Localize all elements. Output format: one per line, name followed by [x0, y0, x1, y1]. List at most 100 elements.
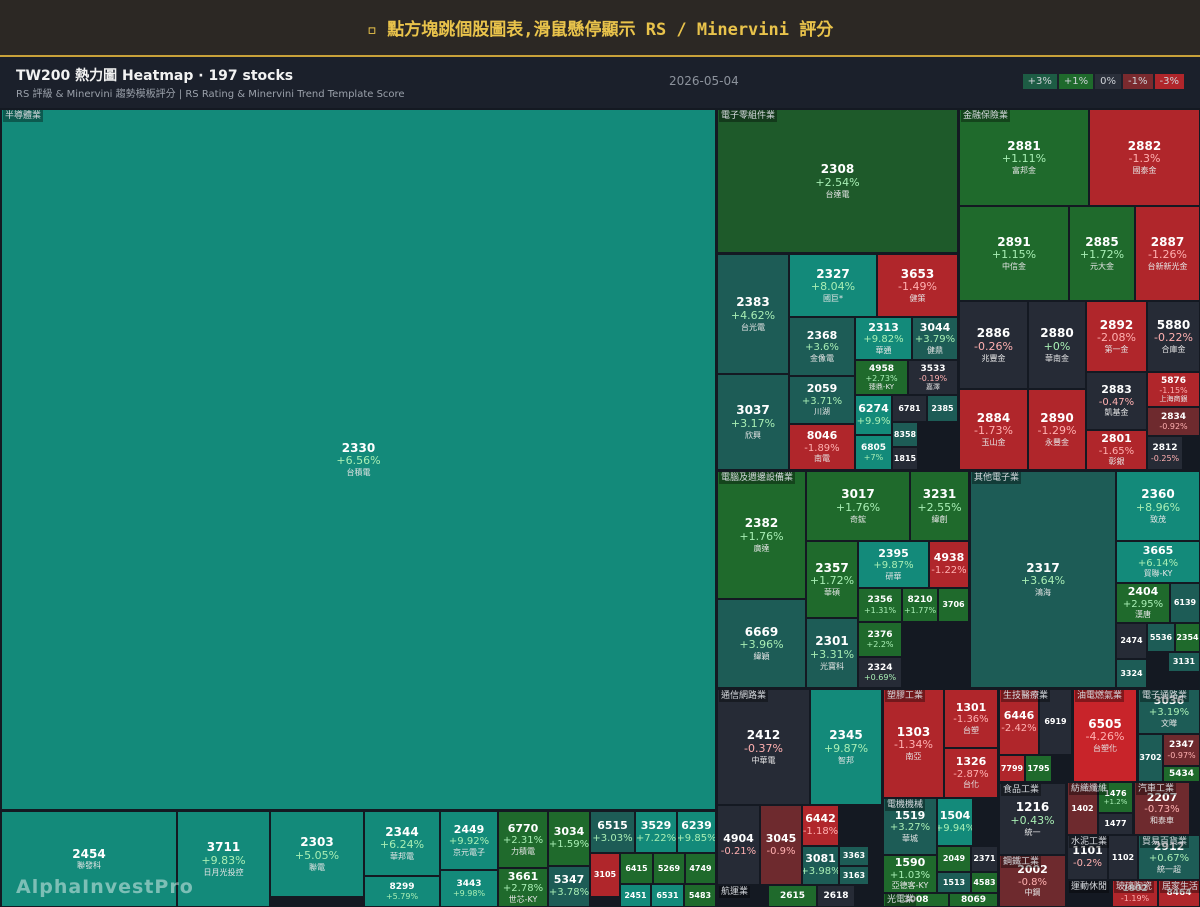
- stock-tile[interactable]: 3443 +9.98%: [440, 870, 498, 907]
- stock-tile[interactable]: 1477: [1098, 813, 1133, 835]
- stock-tile[interactable]: 2451: [620, 884, 651, 907]
- stock-tile[interactable]: 2049: [937, 846, 971, 872]
- stock-tile[interactable]: 2618: [817, 885, 855, 907]
- stock-tile[interactable]: 6505 -4.26% 台塑化: [1073, 689, 1137, 782]
- stock-tile[interactable]: 1476 +1.2%: [1098, 782, 1133, 813]
- stock-tile[interactable]: 8299 +5.79%: [364, 876, 440, 907]
- stock-tile[interactable]: 2301 +3.31% 光寶科: [806, 618, 858, 688]
- stock-tile[interactable]: 6781: [892, 395, 927, 422]
- stock-tile[interactable]: 1216 +0.43% 統一: [999, 783, 1066, 855]
- stock-tile[interactable]: 2385: [927, 395, 958, 422]
- stock-tile[interactable]: 2891 +1.15% 中信金: [959, 206, 1069, 301]
- stock-tile[interactable]: 6415: [620, 853, 653, 884]
- stock-tile[interactable]: 2059 +3.71% 川湖: [789, 376, 855, 424]
- stock-tile[interactable]: 1802 -1.19%: [1112, 880, 1158, 907]
- stock-tile[interactable]: 2354: [1175, 623, 1200, 652]
- stock-tile[interactable]: 4958 +2.73% 臻鼎-KY: [855, 360, 908, 395]
- stock-tile[interactable]: 6805 +7%: [855, 435, 892, 470]
- stock-tile[interactable]: 1402: [1067, 782, 1098, 835]
- stock-tile[interactable]: 5876 -1.15% 上海商銀: [1147, 372, 1200, 407]
- stock-tile[interactable]: 8210 +1.77%: [902, 588, 938, 622]
- stock-tile[interactable]: 2912 +0.67% 統一超: [1138, 835, 1200, 880]
- stock-tile[interactable]: 5347 +3.78%: [548, 866, 590, 907]
- stock-tile[interactable]: 3037 +3.17% 欣興: [717, 374, 789, 470]
- stock-tile[interactable]: 3665 +6.14% 貿聯-KY: [1116, 541, 1200, 583]
- stock-tile[interactable]: 4583: [971, 872, 998, 893]
- stock-tile[interactable]: 2376 +2.2%: [858, 622, 902, 657]
- stock-tile[interactable]: 5536: [1147, 623, 1175, 652]
- stock-tile[interactable]: 1513: [937, 872, 971, 893]
- stock-tile[interactable]: 3324: [1116, 659, 1147, 688]
- stock-tile[interactable]: 5434: [1163, 766, 1200, 782]
- stock-tile[interactable]: 2357 +1.72% 華碩: [806, 541, 858, 618]
- stock-tile[interactable]: 1303 -1.34% 南亞: [883, 689, 944, 798]
- stock-tile[interactable]: 2371: [971, 846, 998, 872]
- stock-tile[interactable]: 3017 +1.76% 奇鋐: [806, 471, 910, 541]
- stock-tile[interactable]: 6919: [1039, 689, 1072, 755]
- stock-tile[interactable]: 2404 +2.95% 漢唐: [1116, 583, 1170, 623]
- stock-tile[interactable]: 1301 -1.36% 台塑: [944, 689, 998, 748]
- stock-tile[interactable]: 3533 -0.19% 嘉澤: [908, 360, 958, 395]
- stock-tile[interactable]: 3036 +3.19% 文曄: [1138, 689, 1200, 734]
- stock-tile[interactable]: 2330 +6.56% 台積電: [1, 109, 716, 810]
- stock-tile[interactable]: 2474: [1116, 623, 1147, 659]
- stock-tile[interactable]: 2615: [768, 885, 817, 907]
- stock-tile[interactable]: 6239 +9.85%: [677, 811, 716, 853]
- stock-tile[interactable]: 2883 -0.47% 凱基金: [1086, 372, 1147, 430]
- stock-tile[interactable]: 2207 -0.73% 和泰車: [1134, 782, 1190, 835]
- stock-tile[interactable]: 1102: [1108, 835, 1138, 880]
- stock-tile[interactable]: 3711 +9.83% 日月光投控: [177, 811, 270, 907]
- stock-tile[interactable]: 6274 +9.9%: [855, 395, 892, 435]
- stock-tile[interactable]: 3045 -0.9%: [760, 805, 802, 885]
- stock-tile[interactable]: 2356 +1.31%: [858, 588, 902, 622]
- stock-tile[interactable]: 4749: [685, 853, 716, 884]
- stock-tile[interactable]: 2308 +2.54% 台達電: [717, 109, 958, 253]
- stock-tile[interactable]: 1101 -0.2%: [1067, 835, 1108, 880]
- stock-tile[interactable]: 2317 +3.64% 鴻海: [970, 471, 1116, 688]
- stock-tile[interactable]: 6442 -1.18%: [802, 805, 839, 846]
- stock-tile[interactable]: 2454 聯發科: [1, 811, 177, 907]
- stock-tile[interactable]: 5269: [653, 853, 685, 884]
- stock-tile[interactable]: 2892 -2.08% 第一金: [1086, 301, 1147, 372]
- stock-tile[interactable]: 3661 +2.78% 世芯-KY: [498, 868, 548, 907]
- stock-tile[interactable]: 2881 +1.11% 富邦金: [959, 109, 1089, 206]
- stock-tile[interactable]: 3081 +3.98%: [802, 846, 839, 885]
- stock-tile[interactable]: 2882 -1.3% 國泰金: [1089, 109, 1200, 206]
- stock-tile[interactable]: 3131: [1168, 652, 1200, 672]
- stock-tile[interactable]: 2887 -1.26% 台新新光金: [1135, 206, 1200, 301]
- stock-tile[interactable]: 2834 -0.92%: [1147, 407, 1200, 436]
- stock-tile[interactable]: 1795: [1025, 755, 1052, 782]
- stock-tile[interactable]: 1326 -2.87% 台化: [944, 748, 998, 798]
- stock-tile[interactable]: 1815: [892, 447, 918, 470]
- stock-tile[interactable]: 2412 -0.37% 中華電: [717, 689, 810, 805]
- stock-tile[interactable]: 2884 -1.73% 玉山金: [959, 389, 1028, 470]
- stock-tile[interactable]: 2885 +1.72% 元大金: [1069, 206, 1135, 301]
- stock-tile[interactable]: 2303 +5.05% 聯電: [270, 811, 364, 897]
- stock-tile[interactable]: 3653 -1.49% 健策: [877, 254, 958, 317]
- stock-tile[interactable]: 2347 -0.97%: [1163, 734, 1200, 766]
- stock-tile[interactable]: 3702: [1138, 734, 1163, 782]
- stock-tile[interactable]: 1590 +1.03% 亞德客-KY: [883, 855, 937, 893]
- stock-tile[interactable]: 7799: [999, 755, 1025, 782]
- stock-tile[interactable]: 8069: [949, 893, 998, 907]
- stock-tile[interactable]: 4938 -1.22%: [929, 541, 969, 588]
- stock-tile[interactable]: 1519 +3.27% 華城: [883, 798, 937, 855]
- stock-tile[interactable]: 6139: [1170, 583, 1200, 623]
- stock-tile[interactable]: 8046 -1.89% 南電: [789, 424, 855, 470]
- stock-tile[interactable]: 6446 -2.42%: [999, 689, 1039, 755]
- stock-tile[interactable]: 2449 +9.92% 京元電子: [440, 811, 498, 870]
- stock-tile[interactable]: 2812 -0.25%: [1147, 436, 1183, 470]
- stock-tile[interactable]: 2344 +6.24% 華邦電: [364, 811, 440, 876]
- stock-tile[interactable]: 6515 +3.03%: [590, 811, 635, 853]
- stock-tile[interactable]: 3231 +2.55% 緯創: [910, 471, 969, 541]
- stock-tile[interactable]: 2395 +9.87% 研華: [858, 541, 929, 588]
- stock-tile[interactable]: 6669 +3.96% 緯穎: [717, 599, 806, 688]
- stock-tile[interactable]: 2880 +0% 華南金: [1028, 301, 1086, 389]
- stock-tile[interactable]: 4904 -0.21%: [717, 805, 760, 885]
- stock-tile[interactable]: 2383 +4.62% 台光電: [717, 254, 789, 374]
- stock-tile[interactable]: 2345 +9.87% 智邦: [810, 689, 882, 805]
- stock-tile[interactable]: 3163: [839, 866, 869, 885]
- stock-tile[interactable]: 2382 +1.76% 廣達: [717, 471, 806, 599]
- stock-tile[interactable]: 5483: [684, 884, 716, 907]
- stock-tile[interactable]: 1504+9.94%: [937, 798, 973, 846]
